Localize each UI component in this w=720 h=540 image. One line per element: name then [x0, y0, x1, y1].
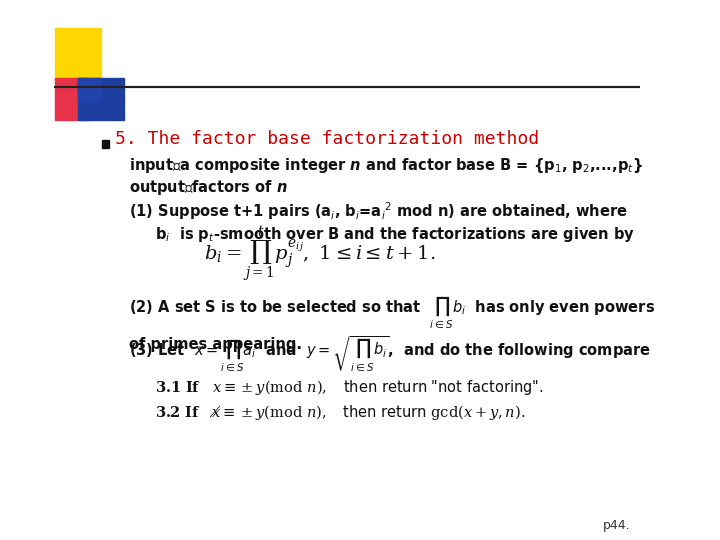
Text: (3) Let  $x = \prod_{i \in S} a_i$  and  $y = \sqrt{\prod_{i \in S} b_i}$,  and : (3) Let $x = \prod_{i \in S} a_i$ and $y… [129, 335, 651, 374]
Text: $\mathbf{3.1\ If}$   $x \equiv \pm y(\mathrm{mod}\ n),$   then return "not facto: $\mathbf{3.1\ If}$ $x \equiv \pm y(\math… [156, 378, 544, 397]
Bar [55, 28, 102, 80]
Text: of primes appearing.: of primes appearing. [129, 337, 302, 352]
Text: b$_i$  is p$_t$-smooth over B and the factorizations are given by: b$_i$ is p$_t$-smooth over B and the fac… [156, 225, 636, 244]
Text: p44.: p44. [603, 519, 631, 532]
Text: input：a composite integer $\bfit{n}$ and factor base B = {p$_1$, p$_2$,...,p$_t$: input：a composite integer $\bfit{n}$ and… [129, 156, 642, 175]
Text: $b_i = \prod_{j=1}^{t} p_j^{e_{ij}},\ 1 \leq i \leq t+1.$: $b_i = \prod_{j=1}^{t} p_j^{e_{ij}},\ 1 … [204, 225, 436, 285]
Bar [55, 78, 89, 120]
Text: 5. The factor base factorization method: 5. The factor base factorization method [115, 130, 539, 148]
Bar [102, 140, 109, 148]
Text: $\mathbf{3.2\ If}$   $x \not\equiv \pm y(\mathrm{mod}\ n),$   then return $\gcd(: $\mathbf{3.2\ If}$ $x \not\equiv \pm y(\… [156, 403, 526, 422]
Bar [78, 78, 125, 120]
Text: (1) Suppose t+1 pairs (a$_i$, b$_i$=a$_i$$^2$ mod n) are obtained, where: (1) Suppose t+1 pairs (a$_i$, b$_i$=a$_i… [129, 200, 628, 222]
Text: output：factors of $\bfit{n}$: output：factors of $\bfit{n}$ [129, 178, 287, 197]
Text: (2) A set S is to be selected so that  $\prod_{i \in S} b_i$  has only even powe: (2) A set S is to be selected so that $\… [129, 294, 654, 330]
Bar [78, 78, 102, 100]
